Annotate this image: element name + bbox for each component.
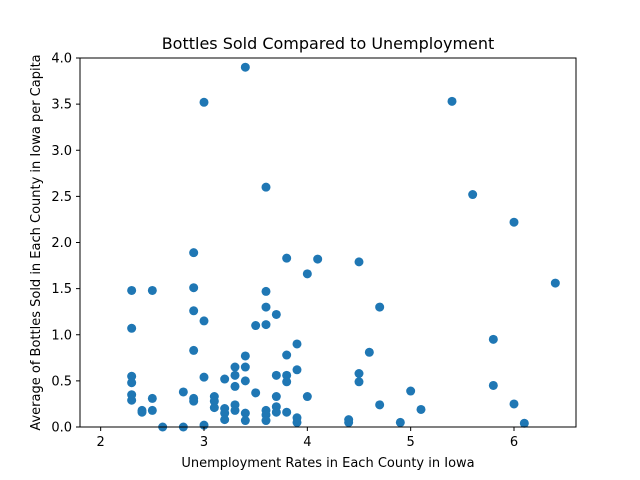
data-point	[261, 320, 271, 330]
data-point	[271, 407, 281, 417]
y-axis-ticks: 0.0 0.5 1.0 1.5 2.0 2.5 3.0 3.5 4.0	[51, 52, 80, 436]
x-tick-label: 5	[407, 435, 415, 450]
data-point	[230, 370, 240, 380]
data-point	[209, 403, 219, 413]
data-point	[261, 416, 271, 426]
data-point	[488, 380, 498, 390]
data-point	[261, 286, 271, 296]
data-point	[199, 372, 209, 382]
data-point	[261, 302, 271, 312]
data-point	[230, 405, 240, 415]
x-axis-label: Unemployment Rates in Each County in Iow…	[181, 456, 474, 471]
data-point	[416, 404, 426, 414]
data-point	[240, 408, 250, 418]
data-point	[178, 387, 188, 397]
chart-title: Bottles Sold Compared to Unemployment	[162, 34, 495, 53]
y-tick-label: 0.0	[51, 421, 72, 436]
data-point	[282, 350, 292, 360]
data-point	[220, 374, 230, 384]
data-point	[127, 395, 137, 405]
data-point	[550, 278, 560, 288]
data-points	[127, 62, 560, 432]
y-tick-label: 0.5	[51, 374, 72, 389]
data-point	[292, 365, 302, 375]
data-point	[302, 269, 312, 279]
data-point	[127, 378, 137, 388]
data-point	[189, 283, 199, 293]
data-point	[354, 368, 364, 378]
y-tick-label: 3.5	[51, 98, 72, 113]
data-point	[468, 190, 478, 200]
data-point	[127, 371, 137, 381]
data-point	[189, 345, 199, 355]
data-point	[292, 339, 302, 349]
x-tick-label: 3	[200, 435, 208, 450]
data-point	[199, 97, 209, 107]
data-point	[519, 418, 529, 428]
data-point	[282, 370, 292, 380]
data-point	[230, 381, 240, 391]
data-point	[364, 347, 374, 357]
y-tick-label: 2.5	[51, 190, 72, 205]
plot-area	[79, 57, 577, 432]
data-point	[271, 392, 281, 402]
data-point	[447, 96, 457, 106]
data-point	[251, 388, 261, 398]
data-point	[271, 309, 281, 319]
data-point	[354, 257, 364, 267]
data-point	[137, 407, 147, 417]
data-point	[488, 334, 498, 344]
data-point	[354, 377, 364, 387]
y-tick-label: 1.5	[51, 282, 72, 297]
data-point	[344, 417, 354, 427]
data-point	[509, 399, 519, 409]
data-point	[147, 285, 157, 295]
data-point	[261, 182, 271, 192]
data-point	[240, 351, 250, 361]
data-point	[406, 386, 416, 396]
data-point	[313, 254, 323, 264]
data-point	[127, 323, 137, 333]
y-tick-label: 3.0	[51, 144, 72, 159]
x-tick-label: 2	[97, 435, 105, 450]
x-tick-label: 4	[303, 435, 311, 450]
data-point	[271, 370, 281, 380]
data-point	[375, 400, 385, 410]
data-point	[282, 253, 292, 263]
data-point	[240, 62, 250, 72]
y-tick-label: 1.0	[51, 328, 72, 343]
data-point	[509, 217, 519, 227]
data-point	[282, 377, 292, 387]
data-point	[302, 392, 312, 402]
data-point	[395, 417, 405, 427]
data-point	[147, 393, 157, 403]
data-point	[282, 407, 292, 417]
data-point	[220, 415, 230, 425]
data-point	[292, 417, 302, 427]
y-tick-label: 4.0	[51, 52, 72, 67]
data-point	[147, 405, 157, 415]
data-point	[240, 376, 250, 386]
data-point	[189, 306, 199, 316]
data-point	[251, 321, 261, 331]
y-axis-label: Average of Bottles Sold in Each County i…	[29, 54, 44, 430]
data-point	[240, 362, 250, 372]
data-point	[230, 362, 240, 372]
data-point	[375, 302, 385, 312]
data-point	[209, 396, 219, 406]
x-axis-ticks: 2 3 4 5 6	[97, 427, 518, 450]
data-point	[127, 285, 137, 295]
y-tick-label: 2.0	[51, 236, 72, 251]
data-point	[220, 408, 230, 418]
data-point	[199, 316, 209, 326]
data-point	[240, 416, 250, 426]
data-point	[189, 248, 199, 258]
data-point	[189, 396, 199, 406]
x-tick-label: 6	[510, 435, 518, 450]
